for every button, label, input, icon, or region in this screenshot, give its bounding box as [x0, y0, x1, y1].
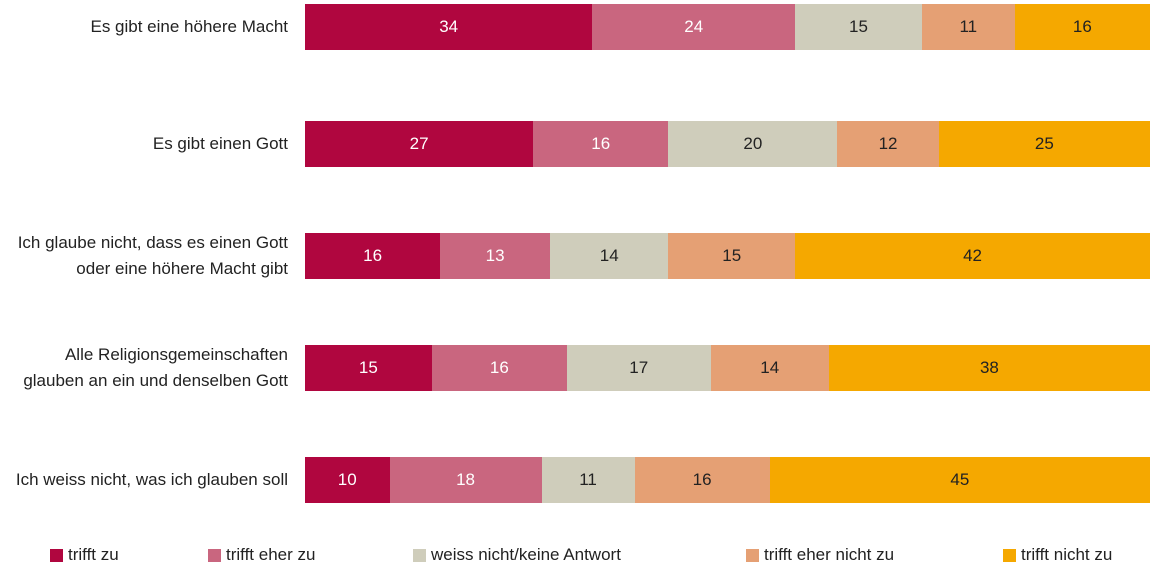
bar-segment: 14 [550, 233, 669, 279]
bar-segment: 20 [668, 121, 838, 167]
bar-segment: 15 [795, 4, 922, 50]
legend-label: trifft zu [68, 545, 119, 564]
bar-segment: 16 [305, 233, 441, 279]
bar-segment: 10 [305, 457, 390, 503]
category-label: Ich glaube nicht, dass es einen Gott ode… [17, 233, 288, 278]
category-label: Es gibt eine höhere Macht [90, 17, 288, 36]
legend-item: trifft eher nicht zu [746, 543, 894, 567]
bar-segment: 16 [1014, 4, 1150, 50]
category-label: Alle Religionsgemeinschaften glauben an … [23, 345, 288, 390]
bar-segment: 38 [828, 345, 1150, 391]
bar-segment: 15 [305, 345, 432, 391]
bar-segment: 13 [440, 233, 551, 279]
bar-segment: 42 [795, 233, 1150, 279]
category-label: Es gibt einen Gott [152, 134, 288, 153]
category-label: Ich weiss nicht, was ich glauben soll [15, 470, 288, 489]
bar-segment: 16 [533, 121, 669, 167]
legend-swatch [208, 548, 221, 562]
legend-swatch [50, 548, 63, 562]
bar-segment: 11 [541, 457, 635, 503]
legend-item: trifft zu [50, 543, 119, 567]
legend-label: trifft eher nicht zu [764, 545, 895, 564]
bar-segment: 17 [566, 345, 711, 391]
legend-item: trifft eher zu [208, 543, 315, 567]
bar-segment: 16 [431, 345, 567, 391]
legend-swatch [1003, 548, 1016, 562]
legend-label: trifft eher zu [226, 545, 316, 564]
bar-segment: 16 [634, 457, 770, 503]
bar-segment: 12 [837, 121, 939, 167]
legend-label: weiss nicht/keine Antwort [431, 545, 621, 564]
bar-segment: 15 [668, 233, 796, 279]
legend-item: trifft nicht zu [1003, 543, 1112, 567]
bar-segment: 14 [710, 345, 829, 391]
bar-segment: 27 [305, 121, 534, 167]
bar-segment: 25 [938, 121, 1150, 167]
bar-segment: 45 [769, 457, 1150, 503]
bar-segment: 18 [389, 457, 542, 503]
legend-item: weiss nicht/keine Antwort [413, 543, 621, 567]
bar-segment: 24 [592, 4, 796, 50]
legend-swatch [746, 548, 759, 562]
bar-segment: 34 [305, 4, 593, 50]
bar-segment: 11 [921, 4, 1015, 50]
legend-swatch [413, 548, 426, 562]
legend-label: trifft nicht zu [1021, 545, 1113, 564]
